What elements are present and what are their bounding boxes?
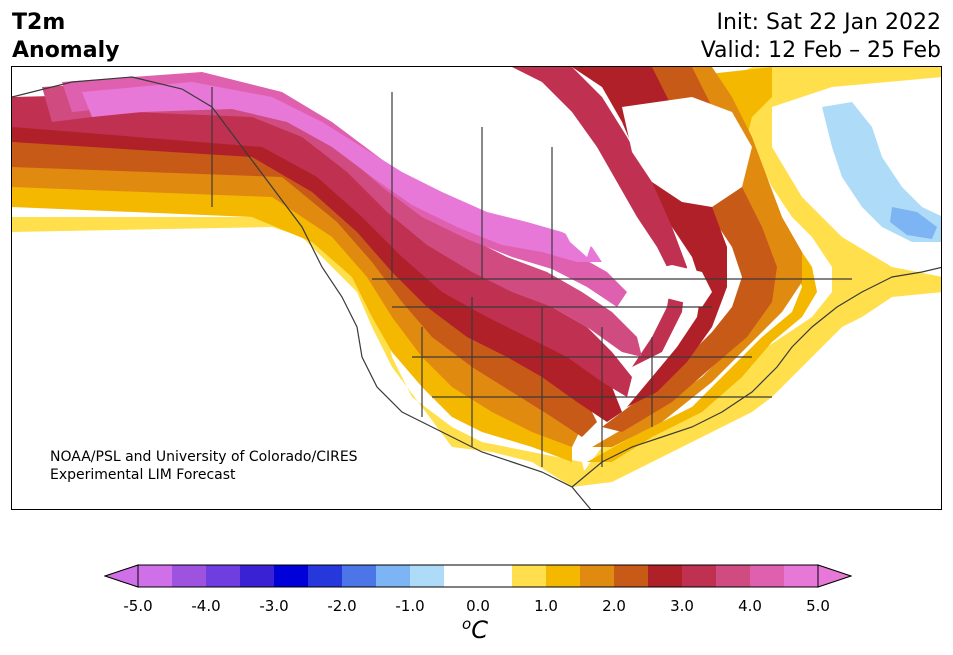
colorbar-segment xyxy=(376,565,411,587)
colorbar-tick-label: 1.0 xyxy=(534,597,558,615)
credit-line-1: NOAA/PSL and University of Colorado/CIRE… xyxy=(50,449,358,465)
variable-label: T2m xyxy=(12,10,66,35)
colorbar-segment xyxy=(512,565,547,587)
colorbar-border xyxy=(137,564,819,588)
lake-winnipeg xyxy=(557,212,592,257)
field-label: Anomaly xyxy=(12,38,120,63)
credit-line-2: Experimental LIM Forecast xyxy=(50,467,236,483)
colorbar-segment xyxy=(410,565,445,587)
cool-anomaly-labrador xyxy=(822,102,941,242)
colorbar-segment xyxy=(648,565,683,587)
colorbar-segment xyxy=(614,565,649,587)
colorbar-segment xyxy=(444,565,479,587)
valid-range: Valid: 12 Feb – 25 Feb xyxy=(700,38,941,63)
colorbar-tick-label: 4.0 xyxy=(738,597,762,615)
init-date: Init: Sat 22 Jan 2022 xyxy=(716,10,941,35)
colorbar xyxy=(104,564,852,588)
borders xyxy=(12,76,941,509)
colorbar-segment xyxy=(274,565,309,587)
colorbar-segment xyxy=(138,565,173,587)
colorbar-tick-label: -2.0 xyxy=(327,597,357,615)
colorbar-tick-label: 3.0 xyxy=(670,597,694,615)
colorbar-segment xyxy=(546,565,581,587)
colorbar-tick-label: -5.0 xyxy=(123,597,153,615)
anomaly-band-6 xyxy=(12,67,687,397)
colorbar-tick-label: -1.0 xyxy=(395,597,425,615)
colorbar-tick-label: -4.0 xyxy=(191,597,221,615)
northern-lakes xyxy=(352,115,507,185)
forecast-dates: Init: Sat 22 Jan 2022 Valid: 12 Feb – 25… xyxy=(701,9,941,65)
anomaly-band-9 xyxy=(82,82,602,262)
colorbar-min-arrow xyxy=(104,564,139,588)
map-canvas: NOAA/PSL and University of Colorado/CIRE… xyxy=(12,67,941,509)
colorbar-segment xyxy=(682,565,717,587)
colorbar-segment xyxy=(172,565,207,587)
colorbar-segment xyxy=(308,565,343,587)
map-title: T2m Anomaly xyxy=(12,9,119,65)
colorbar-segment xyxy=(342,565,377,587)
anomaly-map: NOAA/PSL and University of Colorado/CIRE… xyxy=(11,66,942,510)
cool-anomaly-core xyxy=(890,207,937,239)
colorbar-unit: oC xyxy=(462,615,488,644)
colorbar-max-arrow xyxy=(817,564,852,588)
great-lakes xyxy=(642,265,712,307)
colorbar-segment xyxy=(716,565,751,587)
colorbar-segment xyxy=(784,565,819,587)
colorbar-segment xyxy=(206,565,241,587)
colorbar-tick-label: 0.0 xyxy=(466,597,490,615)
colorbar-segment xyxy=(750,565,785,587)
colorbar-segment xyxy=(580,565,615,587)
colorbar-segment xyxy=(478,565,513,587)
colorbar-segment xyxy=(240,565,275,587)
hudson-bay xyxy=(622,97,752,207)
colorbar-tick-label: 2.0 xyxy=(602,597,626,615)
colorbar-tick-label: -3.0 xyxy=(259,597,289,615)
colorbar-tick-label: 5.0 xyxy=(806,597,830,615)
